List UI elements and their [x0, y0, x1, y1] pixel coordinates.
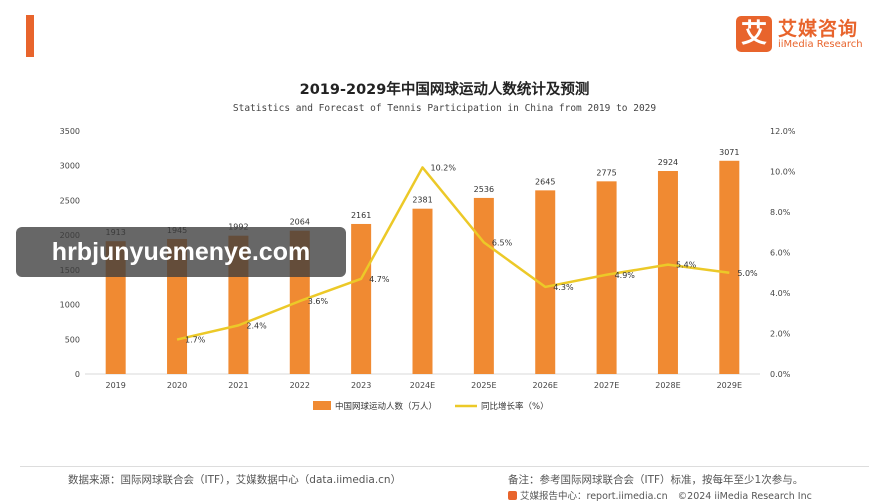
line-value-label: 2.4% [246, 321, 267, 330]
bar-value-label: 2064 [290, 218, 310, 227]
bar [412, 208, 433, 374]
copyright-text: ©2024 iiMedia Research Inc [677, 491, 812, 502]
x-tick-label: 2026E [533, 381, 558, 390]
bar-value-label: 2381 [412, 196, 432, 205]
data-source-text: 数据来源：国际网球联合会（ITF），艾媒数据中心（data.iimedia.cn… [68, 474, 402, 486]
brand-name-cn: 艾媒咨询 [778, 18, 859, 40]
watermark-banner: hrbjunyuemenye.com [16, 227, 346, 277]
growth-rate-line [176, 166, 730, 341]
x-tick-label: 2019 [106, 381, 126, 390]
logo-mark-icon: 艾 [736, 16, 772, 52]
header-accent-bar [26, 15, 34, 57]
chart-subtitle: Statistics and Forecast of Tennis Partic… [232, 103, 657, 114]
line-value-label: 4.9% [615, 271, 636, 280]
bar [535, 190, 556, 374]
line-value-label: 1.7% [185, 336, 206, 345]
bar-value-label: 3071 [719, 148, 739, 157]
bar [596, 181, 617, 374]
brand-name-en: iiMedia Research [778, 39, 863, 50]
x-tick-label: 2022 [290, 381, 310, 390]
line-value-label: 6.5% [492, 238, 513, 247]
x-tick-label: 2027E [594, 381, 619, 390]
y-left-tick-label: 500 [65, 335, 80, 344]
y-left-tick-label: 3000 [60, 162, 80, 171]
report-center-icon [508, 491, 517, 500]
legend-bar-swatch [313, 401, 331, 410]
bar [719, 160, 740, 374]
y-right-tick-label: 2.0% [770, 330, 791, 339]
line-value-label: 4.7% [369, 275, 390, 284]
x-tick-label: 2021 [228, 381, 248, 390]
y-right-tick-label: 10.0% [770, 168, 796, 177]
note-text: 备注：参考国际网球联合会（ITF）标准，按每年至少1次参与。 [508, 474, 804, 486]
x-tick-label: 2028E [655, 381, 680, 390]
bar-value-label: 2775 [596, 168, 616, 177]
y-right-tick-label: 12.0% [770, 127, 796, 136]
bar-value-label: 2645 [535, 177, 555, 186]
x-tick-label: 2023 [351, 381, 371, 390]
line-value-label: 5.4% [676, 261, 697, 270]
line-value-label: 4.3% [553, 283, 574, 292]
x-tick-label: 2020 [167, 381, 187, 390]
bar-value-label: 2536 [474, 185, 494, 194]
x-tick-label: 2024E [410, 381, 435, 390]
y-left-tick-label: 0 [75, 370, 80, 379]
footer-divider [20, 466, 869, 467]
y-right-tick-label: 8.0% [770, 208, 791, 217]
y-right-tick-label: 0.0% [770, 370, 791, 379]
y-left-tick-label: 3500 [60, 127, 80, 136]
y-right-tick-label: 4.0% [770, 289, 791, 298]
bar-value-label: 2161 [351, 211, 371, 220]
line-value-label: 10.2% [431, 163, 457, 172]
line-value-label: 5.0% [737, 269, 758, 278]
legend-bar-label: 中国网球运动人数（万人） [335, 401, 437, 412]
footer-bottom-row: 艾媒报告中心：report.iimedia.cn ©2024 iiMedia Re… [508, 488, 822, 502]
legend-line-label: 同比增长率（%） [481, 401, 549, 412]
bar [351, 223, 372, 374]
bar [473, 197, 494, 374]
y-left-tick-label: 2500 [60, 196, 80, 205]
x-tick-label: 2029E [717, 381, 742, 390]
brand-logo: 艾 艾媒咨询 iiMedia Research [736, 14, 886, 54]
bar-value-label: 2924 [658, 158, 678, 167]
chart-title: 2019-2029年中国网球运动人数统计及预测 [299, 82, 590, 98]
y-left-tick-label: 1000 [60, 301, 80, 310]
bar [657, 170, 678, 374]
report-center-text: 艾媒报告中心：report.iimedia.cn [520, 491, 668, 502]
x-tick-label: 2025E [471, 381, 496, 390]
line-value-label: 3.6% [308, 297, 329, 306]
y-right-tick-label: 6.0% [770, 249, 791, 258]
